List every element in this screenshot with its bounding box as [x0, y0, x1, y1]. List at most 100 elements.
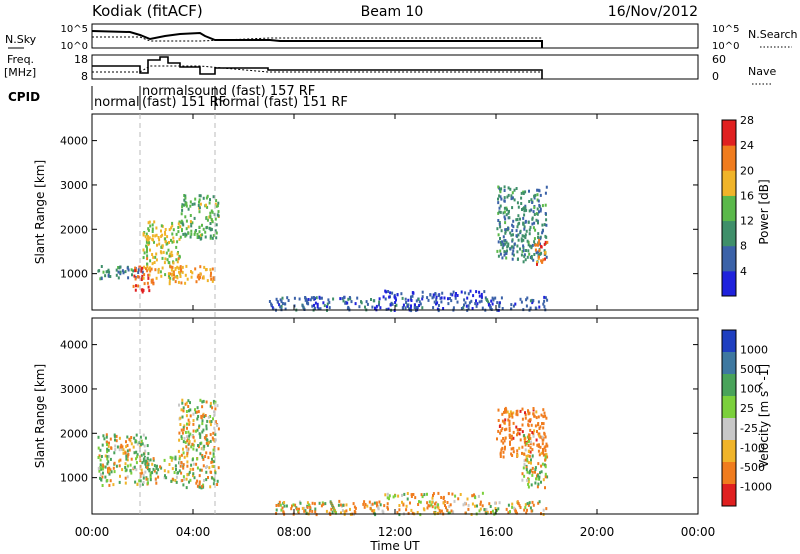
data-cell: [180, 212, 183, 216]
data-cell: [347, 297, 350, 301]
data-cell: [538, 210, 540, 214]
data-cell: [500, 243, 503, 247]
data-cell: [527, 220, 530, 224]
data-cell: [376, 504, 379, 508]
data-cell: [430, 503, 433, 507]
data-cell: [523, 452, 526, 456]
freq-label-1: Freq.: [7, 53, 34, 66]
data-cell: [541, 442, 544, 446]
data-cell: [141, 461, 144, 465]
data-cell: [491, 302, 494, 306]
data-cell: [542, 302, 545, 306]
data-cell: [181, 222, 184, 226]
data-cell: [100, 265, 103, 268]
data-cell: [175, 468, 177, 471]
data-cell: [535, 438, 538, 442]
data-cell: [163, 476, 166, 480]
data-cell: [147, 237, 150, 241]
data-cell: [148, 273, 151, 277]
data-cell: [419, 513, 422, 517]
data-cell: [503, 447, 506, 451]
data-cell: [167, 248, 170, 252]
data-cell: [496, 437, 498, 441]
data-cell: [410, 493, 413, 497]
data-cell: [205, 451, 208, 455]
data-cell: [505, 206, 508, 210]
data-cell: [469, 289, 472, 293]
data-cell: [143, 273, 146, 277]
data-cell: [335, 511, 337, 515]
data-cell: [501, 246, 504, 250]
data-cell: [499, 249, 502, 253]
data-cell: [155, 481, 158, 485]
data-cell: [522, 207, 525, 211]
data-cell: [154, 234, 157, 238]
data-cell: [480, 299, 483, 303]
data-cell: [437, 491, 440, 495]
data-cell: [481, 504, 484, 508]
data-cell: [537, 415, 540, 419]
data-cell: [98, 469, 101, 473]
data-cell: [543, 295, 546, 299]
data-cell: [183, 455, 186, 459]
data-cell: [529, 469, 531, 473]
data-cell: [352, 502, 355, 506]
data-cell: [165, 251, 168, 255]
data-cell: [299, 501, 302, 505]
data-cell: [391, 302, 394, 306]
data-cell: [185, 227, 188, 231]
data-cell: [151, 230, 154, 233]
data-cell: [417, 297, 420, 301]
data-cell: [496, 301, 499, 305]
data-cell: [533, 253, 536, 256]
data-cell: [134, 277, 137, 281]
data-cell: [147, 285, 150, 289]
data-cell: [217, 466, 220, 470]
data-cell: [398, 508, 401, 512]
data-cell: [378, 300, 381, 304]
cpid-mode-4: normal (fast) 151 RF: [214, 95, 348, 110]
data-cell: [287, 299, 290, 302]
data-cell: [512, 421, 515, 425]
data-cell: [120, 443, 123, 447]
data-cell: [405, 504, 408, 508]
data-cell: [170, 250, 173, 254]
data-cell: [112, 466, 115, 470]
data-cell: [186, 460, 189, 464]
data-cell: [497, 219, 500, 222]
data-cell: [546, 240, 549, 244]
data-cell: [524, 220, 527, 224]
data-cell: [107, 460, 110, 464]
data-cell: [499, 195, 502, 199]
data-cell: [205, 478, 208, 482]
data-cell: [210, 460, 213, 464]
data-cell: [146, 466, 149, 469]
data-cell: [97, 435, 100, 439]
data-cell: [283, 302, 286, 306]
station-title: Kodiak (fitACF): [92, 2, 203, 20]
data-cell: [177, 266, 180, 270]
data-cell: [195, 429, 197, 433]
data-cell: [454, 494, 457, 498]
data-cell: [531, 216, 534, 220]
data-cell: [206, 218, 209, 222]
data-cell: [211, 279, 214, 283]
data-cell: [475, 304, 478, 308]
data-cell: [125, 445, 128, 449]
data-cell: [152, 457, 155, 461]
data-cell: [497, 408, 500, 412]
data-cell: [202, 414, 205, 418]
x-tick-label: 12:00: [378, 525, 413, 539]
data-cell: [463, 298, 466, 302]
data-cell: [217, 214, 220, 218]
data-cell: [435, 502, 438, 506]
data-cell: [499, 225, 502, 229]
data-cell: [142, 459, 145, 463]
data-cell: [181, 203, 184, 207]
data-cell: [279, 503, 282, 507]
data-cell: [535, 410, 538, 414]
data-cell: [511, 191, 514, 195]
data-cell: [202, 276, 205, 280]
data-cell: [206, 194, 209, 198]
data-cell: [485, 508, 488, 511]
